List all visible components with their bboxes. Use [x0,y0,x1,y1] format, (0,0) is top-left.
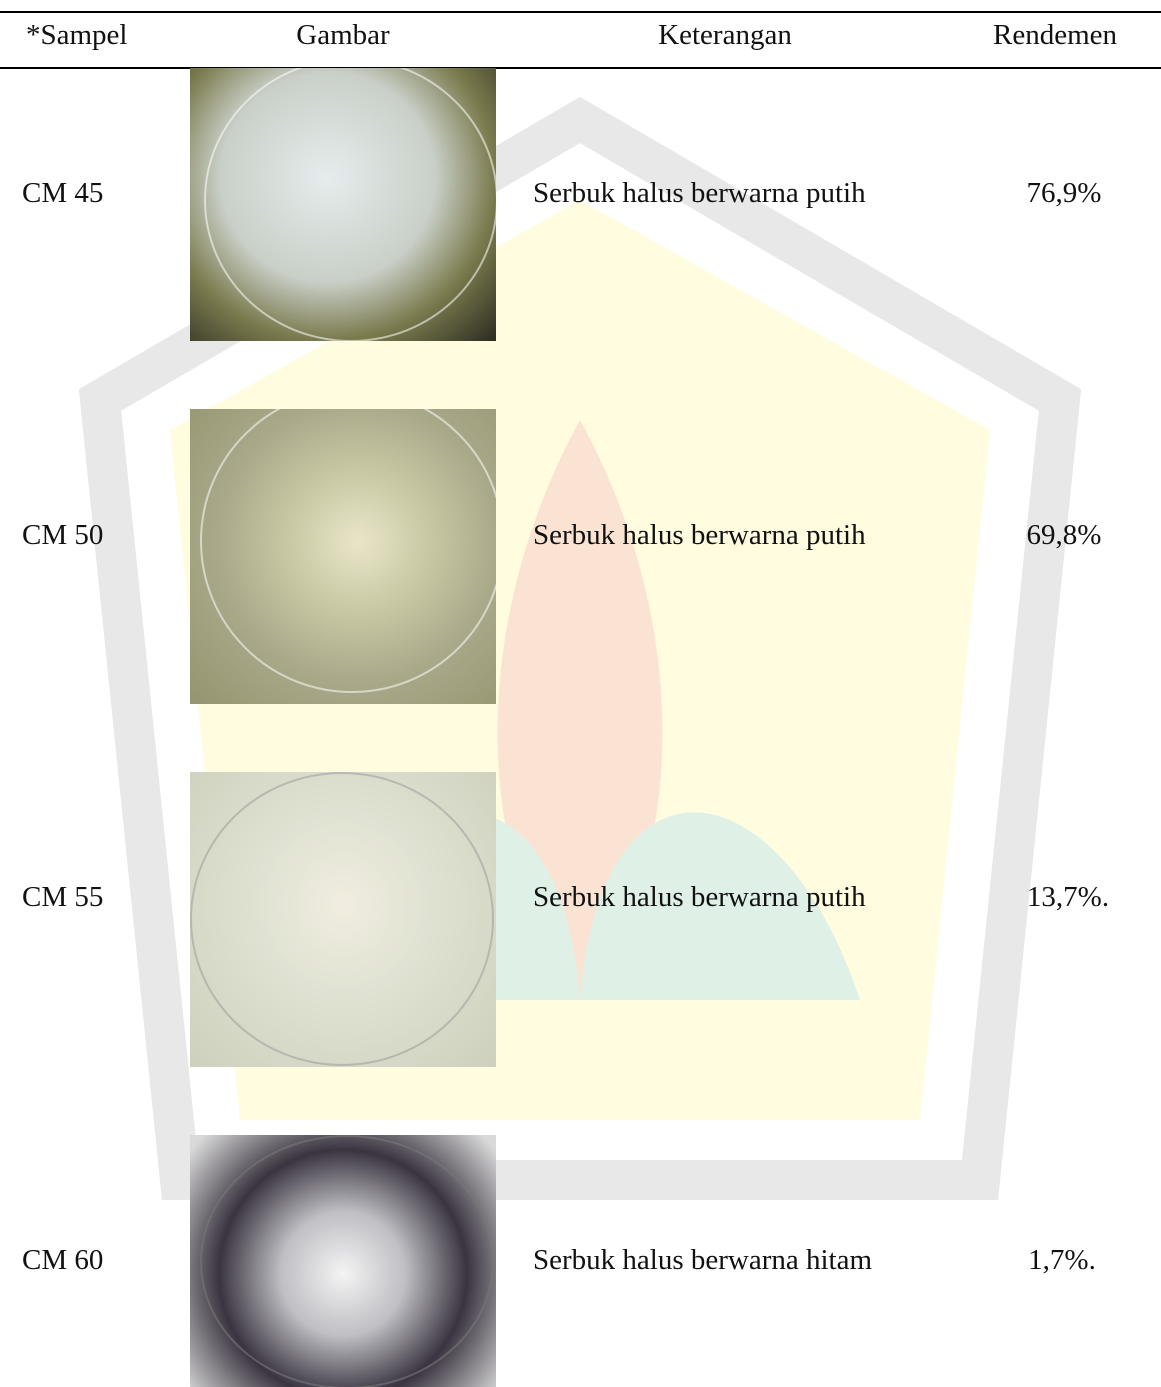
sample-photo [190,772,496,1067]
sample-photo [190,409,496,704]
sample-cell: CM 45 [22,177,104,209]
sample-cell: CM 60 [22,1244,104,1276]
header-cell: Gambar [296,19,390,51]
description-cell: Serbuk halus berwarna putih [533,519,866,551]
sample-cell: CM 55 [22,881,104,913]
yield-cell: 76,9% [1026,177,1102,209]
sample-cell: CM 50 [22,519,104,551]
header-cell: Rendemen [992,19,1118,51]
description-cell: Serbuk halus berwarna hitam [533,1244,873,1276]
yield-cell: 69,8% [1026,519,1102,551]
top-rule [0,11,1161,13]
header-cell: Keterangan [658,19,792,51]
description-cell: Serbuk halus berwarna putih [533,881,866,913]
sample-photo [190,1135,496,1387]
yield-cell: 13,7%. [1026,881,1110,913]
header-rule [0,67,1161,69]
yield-cell: 1,7%. [1028,1244,1096,1276]
header-cell: *Sampel [26,19,128,51]
description-cell: Serbuk halus berwarna putih [533,177,866,209]
sample-photo [190,68,496,341]
